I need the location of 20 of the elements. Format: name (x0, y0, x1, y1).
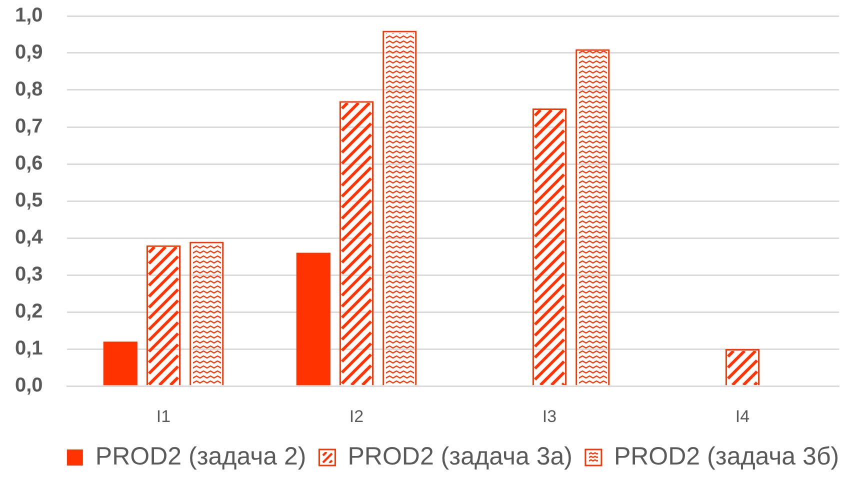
legend-label: PROD2 (задача 3а) (348, 442, 572, 470)
y-tick-label: 0,2 (15, 300, 43, 323)
x-tick-label: I1 (156, 406, 171, 426)
x-tick-label: I3 (542, 406, 557, 426)
x-tick-label: I2 (349, 406, 364, 426)
y-tick-label: 0,8 (15, 78, 43, 101)
y-tick-label: 0,6 (15, 152, 43, 175)
y-tick-label: 0,5 (15, 190, 43, 212)
bar (103, 342, 138, 386)
legend-label: PROD2 (задача 3б) (614, 442, 840, 470)
y-tick-label: 0,3 (15, 264, 43, 286)
y-tick-label: 0,1 (15, 338, 43, 360)
legend-label: PROD2 (задача 2) (95, 442, 306, 470)
y-tick-label: 0,9 (15, 42, 43, 64)
y-tick-label: 0,4 (15, 226, 44, 249)
y-tick-label: 0,7 (15, 116, 43, 138)
x-tick-label: I4 (735, 406, 750, 426)
bar (296, 252, 330, 386)
y-tick-label: 1,0 (15, 4, 43, 27)
y-tick-label: 0,0 (15, 374, 43, 397)
